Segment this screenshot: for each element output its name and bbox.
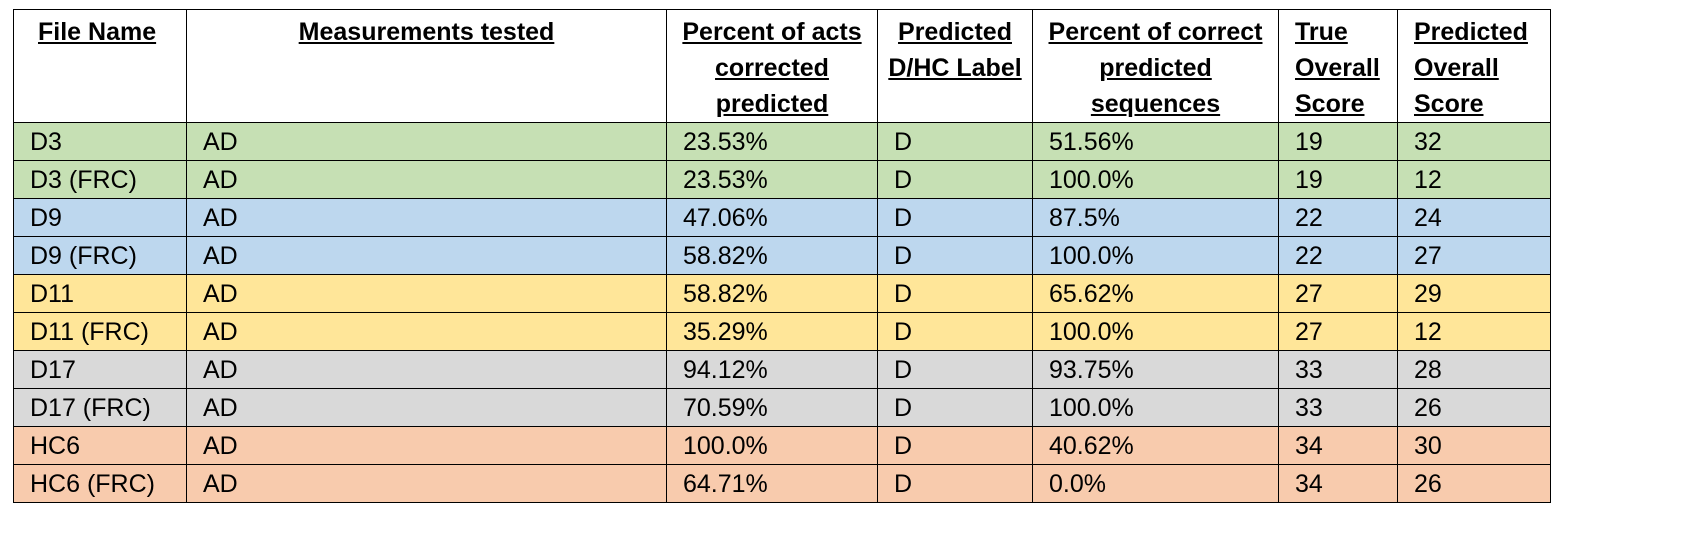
cell-file-name: D9 (FRC) xyxy=(13,236,187,275)
cell-percent-acts-corrected: 100.0% xyxy=(666,426,878,465)
cell-predicted-overall-score: 12 xyxy=(1397,312,1551,351)
cell-percent-acts-corrected: 58.82% xyxy=(666,274,878,313)
cell-file-name: D9 xyxy=(13,198,187,237)
cell-measurements-tested: AD xyxy=(186,122,667,161)
table-row: D9 AD 47.06% D 87.5% 22 24 xyxy=(13,198,1551,237)
header-percent-correct-sequences: Percent of correct predicted sequences xyxy=(1032,9,1279,123)
cell-percent-acts-corrected: 64.71% xyxy=(666,464,878,503)
cell-measurements-tested: AD xyxy=(186,426,667,465)
cell-predicted-label: D xyxy=(877,312,1033,351)
table-body: D3 AD 23.53% D 51.56% 19 32 D3 (FRC) AD 23.53% D 10… xyxy=(13,122,1551,503)
cell-predicted-label: D xyxy=(877,350,1033,389)
cell-percent-correct-sequences: 87.5% xyxy=(1032,198,1279,237)
header-file-name: File Name xyxy=(13,9,187,123)
cell-true-overall-score: 27 xyxy=(1278,274,1398,313)
cell-predicted-label: D xyxy=(877,464,1033,503)
cell-measurements-tested: AD xyxy=(186,160,667,199)
cell-predicted-overall-score: 24 xyxy=(1397,198,1551,237)
cell-true-overall-score: 22 xyxy=(1278,198,1398,237)
table-row: HC6 AD 100.0% D 40.62% 34 30 xyxy=(13,426,1551,465)
cell-percent-acts-corrected: 23.53% xyxy=(666,122,878,161)
table-row: D3 (FRC) AD 23.53% D 100.0% 19 12 xyxy=(13,160,1551,199)
cell-percent-acts-corrected: 35.29% xyxy=(666,312,878,351)
header-true-overall-score: True Overall Score xyxy=(1278,9,1398,123)
cell-true-overall-score: 19 xyxy=(1278,160,1398,199)
cell-measurements-tested: AD xyxy=(186,198,667,237)
table-row: D17 AD 94.12% D 93.75% 33 28 xyxy=(13,350,1551,389)
cell-predicted-label: D xyxy=(877,388,1033,427)
cell-predicted-overall-score: 12 xyxy=(1397,160,1551,199)
cell-percent-correct-sequences: 0.0% xyxy=(1032,464,1279,503)
cell-file-name: HC6 (FRC) xyxy=(13,464,187,503)
table-row: HC6 (FRC) AD 64.71% D 0.0% 34 26 xyxy=(13,464,1551,503)
cell-predicted-label: D xyxy=(877,426,1033,465)
cell-true-overall-score: 19 xyxy=(1278,122,1398,161)
cell-percent-correct-sequences: 100.0% xyxy=(1032,236,1279,275)
cell-measurements-tested: AD xyxy=(186,274,667,313)
cell-predicted-overall-score: 29 xyxy=(1397,274,1551,313)
header-percent-acts-corrected: Percent of acts corrected predicted xyxy=(666,9,878,123)
cell-file-name: D11 (FRC) xyxy=(13,312,187,351)
cell-true-overall-score: 34 xyxy=(1278,464,1398,503)
cell-measurements-tested: AD xyxy=(186,312,667,351)
cell-measurements-tested: AD xyxy=(186,464,667,503)
cell-predicted-label: D xyxy=(877,236,1033,275)
header-predicted-overall-score: Predicted Overall Score xyxy=(1397,9,1551,123)
cell-file-name: HC6 xyxy=(13,426,187,465)
cell-predicted-overall-score: 26 xyxy=(1397,464,1551,503)
cell-predicted-overall-score: 27 xyxy=(1397,236,1551,275)
cell-predicted-label: D xyxy=(877,198,1033,237)
cell-true-overall-score: 22 xyxy=(1278,236,1398,275)
header-predicted-label: Predicted D/HC Label xyxy=(877,9,1033,123)
cell-percent-correct-sequences: 65.62% xyxy=(1032,274,1279,313)
cell-file-name: D3 xyxy=(13,122,187,161)
cell-measurements-tested: AD xyxy=(186,388,667,427)
cell-percent-correct-sequences: 100.0% xyxy=(1032,312,1279,351)
cell-percent-correct-sequences: 51.56% xyxy=(1032,122,1279,161)
cell-predicted-label: D xyxy=(877,122,1033,161)
cell-true-overall-score: 27 xyxy=(1278,312,1398,351)
cell-percent-acts-corrected: 23.53% xyxy=(666,160,878,199)
cell-file-name: D3 (FRC) xyxy=(13,160,187,199)
table-row: D9 (FRC) AD 58.82% D 100.0% 22 27 xyxy=(13,236,1551,275)
header-measurements-tested: Measurements tested xyxy=(186,9,667,123)
cell-percent-acts-corrected: 47.06% xyxy=(666,198,878,237)
cell-predicted-overall-score: 32 xyxy=(1397,122,1551,161)
cell-measurements-tested: AD xyxy=(186,236,667,275)
header-row: File Name Measurements tested Percent of… xyxy=(13,9,1551,123)
cell-percent-correct-sequences: 100.0% xyxy=(1032,388,1279,427)
cell-predicted-overall-score: 28 xyxy=(1397,350,1551,389)
table-row: D11 AD 58.82% D 65.62% 27 29 xyxy=(13,274,1551,313)
cell-predicted-overall-score: 30 xyxy=(1397,426,1551,465)
cell-measurements-tested: AD xyxy=(186,350,667,389)
cell-percent-correct-sequences: 40.62% xyxy=(1032,426,1279,465)
cell-percent-acts-corrected: 94.12% xyxy=(666,350,878,389)
table-row: D3 AD 23.53% D 51.56% 19 32 xyxy=(13,122,1551,161)
cell-file-name: D17 (FRC) xyxy=(13,388,187,427)
cell-percent-acts-corrected: 58.82% xyxy=(666,236,878,275)
table-row: D11 (FRC) AD 35.29% D 100.0% 27 12 xyxy=(13,312,1551,351)
cell-true-overall-score: 33 xyxy=(1278,350,1398,389)
cell-true-overall-score: 33 xyxy=(1278,388,1398,427)
cell-predicted-label: D xyxy=(877,160,1033,199)
cell-percent-correct-sequences: 100.0% xyxy=(1032,160,1279,199)
cell-percent-correct-sequences: 93.75% xyxy=(1032,350,1279,389)
cell-file-name: D17 xyxy=(13,350,187,389)
cell-percent-acts-corrected: 70.59% xyxy=(666,388,878,427)
results-table: File Name Measurements tested Percent of… xyxy=(13,9,1551,503)
results-table-container: File Name Measurements tested Percent of… xyxy=(13,9,1551,503)
cell-true-overall-score: 34 xyxy=(1278,426,1398,465)
cell-predicted-overall-score: 26 xyxy=(1397,388,1551,427)
cell-file-name: D11 xyxy=(13,274,187,313)
table-row: D17 (FRC) AD 70.59% D 100.0% 33 26 xyxy=(13,388,1551,427)
cell-predicted-label: D xyxy=(877,274,1033,313)
